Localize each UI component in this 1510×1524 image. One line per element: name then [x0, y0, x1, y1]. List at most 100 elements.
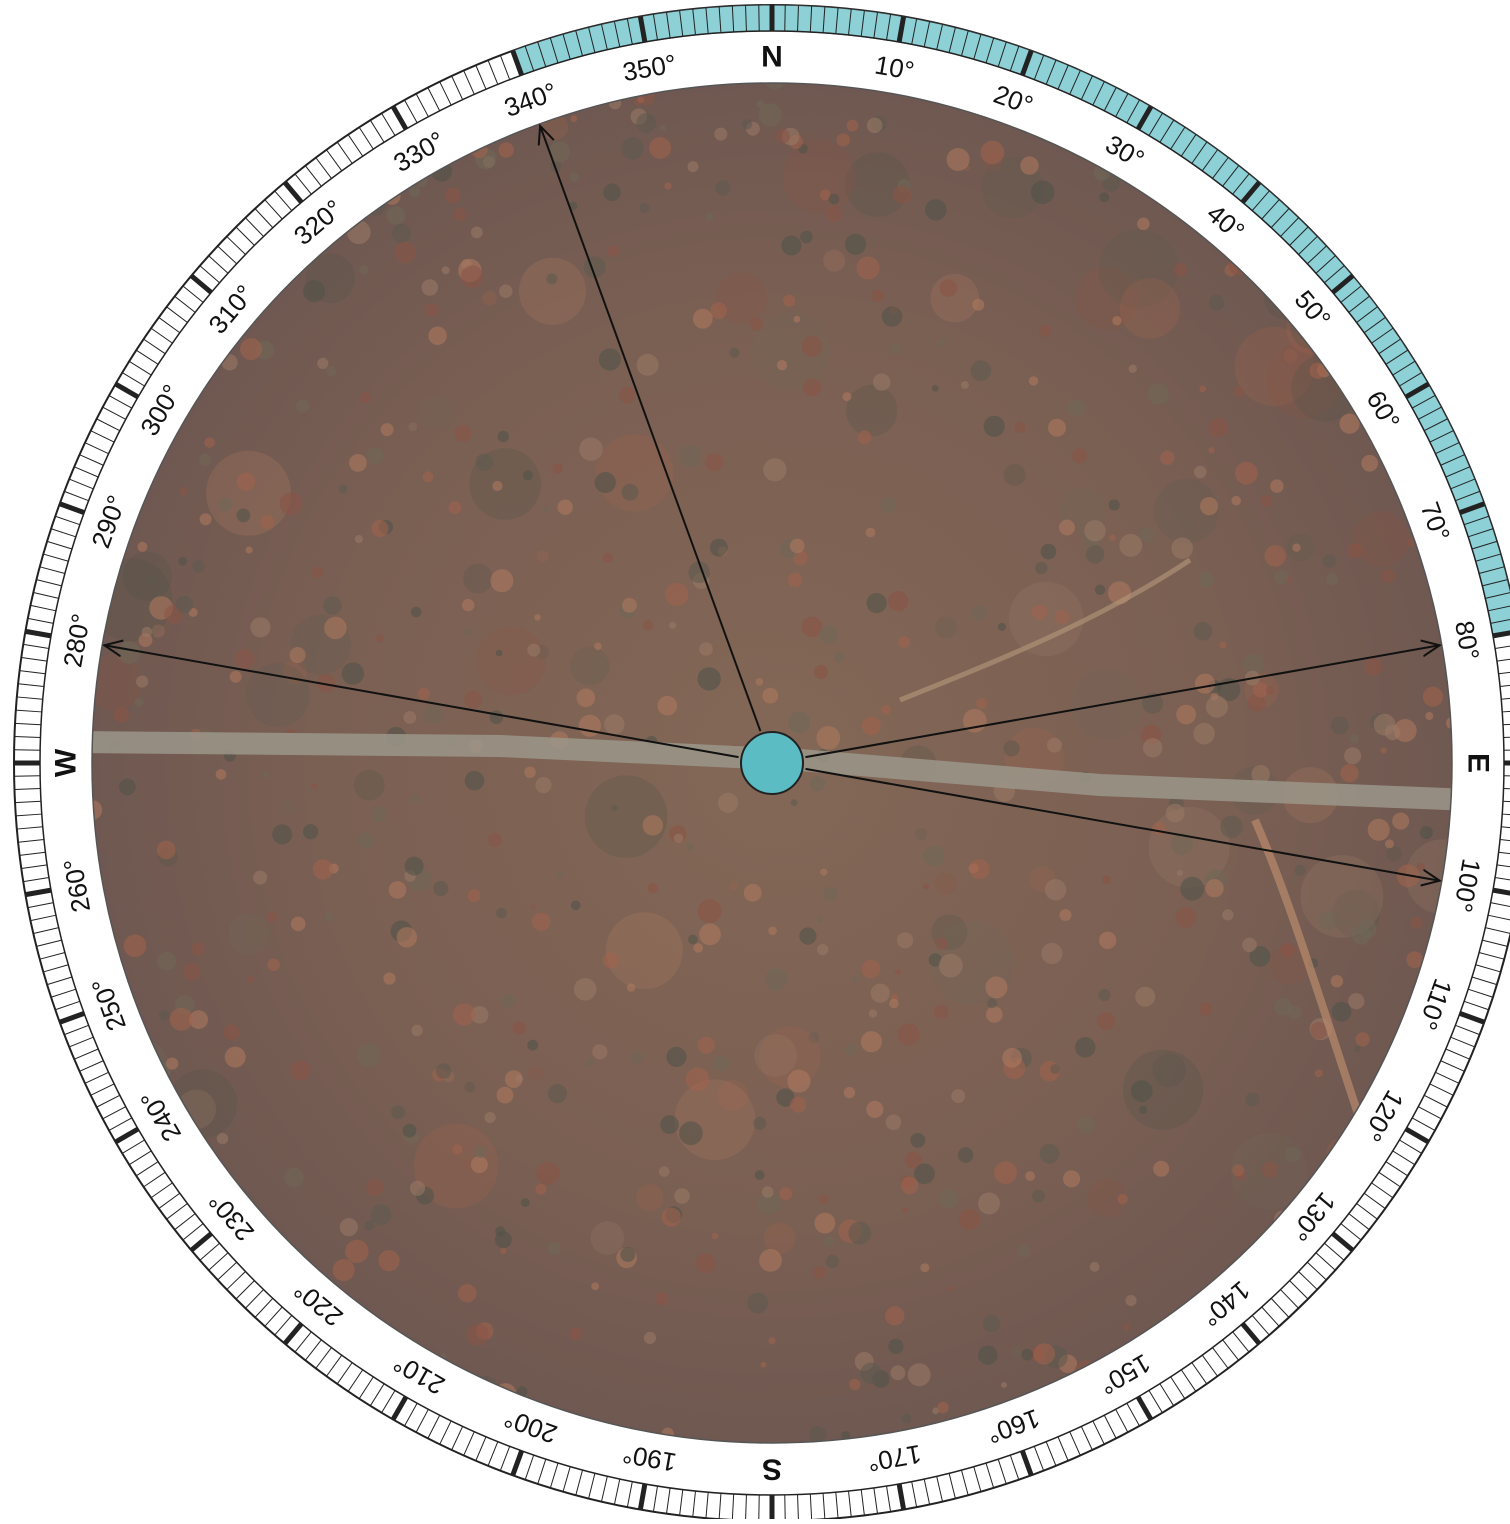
terrain-patch — [1139, 1106, 1147, 1114]
terrain-patch — [800, 231, 813, 244]
terrain-patch — [366, 447, 384, 465]
terrain-patch — [93, 260, 111, 278]
terrain-patch — [290, 647, 306, 663]
terrain-patch — [141, 236, 157, 252]
terrain-patch — [1284, 349, 1298, 363]
terrain-patch — [998, 623, 1006, 631]
terrain-patch — [622, 137, 644, 159]
terrain-patch — [418, 395, 453, 430]
terrain-patch — [546, 273, 557, 284]
terrain-patch — [750, 318, 763, 331]
terrain-patch — [512, 1022, 525, 1035]
terrain-patch — [410, 1181, 425, 1196]
terrain-patch — [1242, 938, 1257, 953]
terrain-patch — [631, 1051, 644, 1064]
terrain-patch — [1031, 181, 1055, 205]
terrain-patch — [424, 303, 438, 317]
terrain-patch — [1280, 943, 1295, 958]
terrain-patch — [465, 771, 485, 791]
terrain-patch — [366, 1179, 383, 1196]
terrain-patch — [815, 1213, 836, 1234]
terrain-patch — [317, 358, 328, 369]
terrain-patch — [934, 1005, 949, 1020]
terrain-patch — [816, 726, 840, 750]
terrain-patch — [1385, 1290, 1396, 1301]
terrain-patch — [1366, 1382, 1373, 1389]
terrain-patch — [523, 470, 533, 480]
terrain-patch — [860, 1363, 881, 1384]
terrain-patch — [118, 641, 141, 664]
terrain-patch — [471, 1156, 488, 1173]
terrain-patch — [339, 62, 385, 108]
terrain-patch — [674, 1188, 690, 1204]
terrain-patch — [1209, 295, 1225, 311]
terrain-patch — [1432, 1288, 1453, 1309]
terrain-patch — [124, 192, 147, 215]
terrain-patch — [961, 381, 969, 389]
terrain-patch — [837, 133, 850, 146]
terrain-patch — [334, 101, 345, 112]
terrain-patch — [985, 976, 1007, 998]
terrain-patch — [411, 794, 420, 803]
terrain-patch — [496, 650, 503, 657]
terrain-patch — [1029, 376, 1038, 385]
terrain-patch — [803, 378, 821, 396]
terrain-patch — [1228, 96, 1249, 117]
terrain-patch — [790, 1097, 806, 1113]
terrain-patch — [1443, 1257, 1464, 1278]
terrain-patch — [383, 972, 395, 984]
terrain-patch — [1346, 1353, 1352, 1359]
terrain-patch — [742, 119, 752, 129]
terrain-patch — [1020, 156, 1038, 174]
terrain-patch — [1112, 316, 1121, 325]
terrain-patch — [458, 1284, 476, 1302]
terrain-patch — [1285, 1147, 1300, 1162]
terrain-patch — [1235, 462, 1258, 485]
terrain-patch — [225, 1047, 246, 1068]
terrain-patch — [247, 976, 254, 983]
terrain-patch — [164, 175, 175, 186]
terrain-patch — [698, 899, 722, 923]
terrain-patch — [1209, 418, 1229, 438]
terrain-patch — [686, 1068, 710, 1092]
terrain-patch — [574, 978, 597, 1001]
terrain-patch — [179, 1318, 188, 1327]
terrain-patch — [1348, 993, 1364, 1009]
terrain-patch — [1176, 705, 1196, 725]
terrain-patch — [1425, 712, 1433, 720]
terrain-patch — [422, 279, 439, 296]
terrain-patch — [266, 76, 277, 87]
terrain-patch — [1261, 495, 1273, 507]
terrain-patch — [1264, 545, 1286, 567]
terrain-patch — [132, 1376, 196, 1440]
terrain-patch — [556, 871, 563, 878]
terrain-patch — [688, 161, 699, 172]
terrain-patch — [125, 1216, 136, 1227]
terrain-patch — [754, 1034, 797, 1077]
terrain-patch — [1176, 907, 1197, 928]
terrain-patch — [880, 498, 896, 514]
terrain-patch — [381, 423, 394, 436]
terrain-patch — [761, 1362, 767, 1368]
terrain-patch — [515, 1075, 523, 1083]
terrain-patch — [449, 501, 462, 514]
terrain-patch — [823, 250, 845, 272]
terrain-patch — [570, 172, 580, 182]
terrain-patch — [599, 348, 621, 370]
terrain-patch — [824, 1236, 835, 1247]
terrain-patch — [357, 1044, 380, 1067]
center-marker[interactable] — [741, 732, 803, 794]
terrain-patch — [1205, 879, 1223, 897]
terrain-patch — [490, 710, 504, 724]
terrain-patch — [1279, 1399, 1310, 1430]
terrain-patch — [660, 1115, 679, 1134]
terrain-patch — [971, 605, 987, 621]
terrain-patch — [324, 912, 334, 922]
terrain-patch — [1229, 1411, 1236, 1418]
terrain-patch — [103, 1300, 120, 1317]
terrain-patch — [216, 769, 227, 780]
terrain-patch — [1427, 1145, 1441, 1159]
terrain-patch — [817, 916, 823, 922]
terrain-patch — [326, 366, 336, 376]
terrain-patch — [1174, 263, 1188, 277]
